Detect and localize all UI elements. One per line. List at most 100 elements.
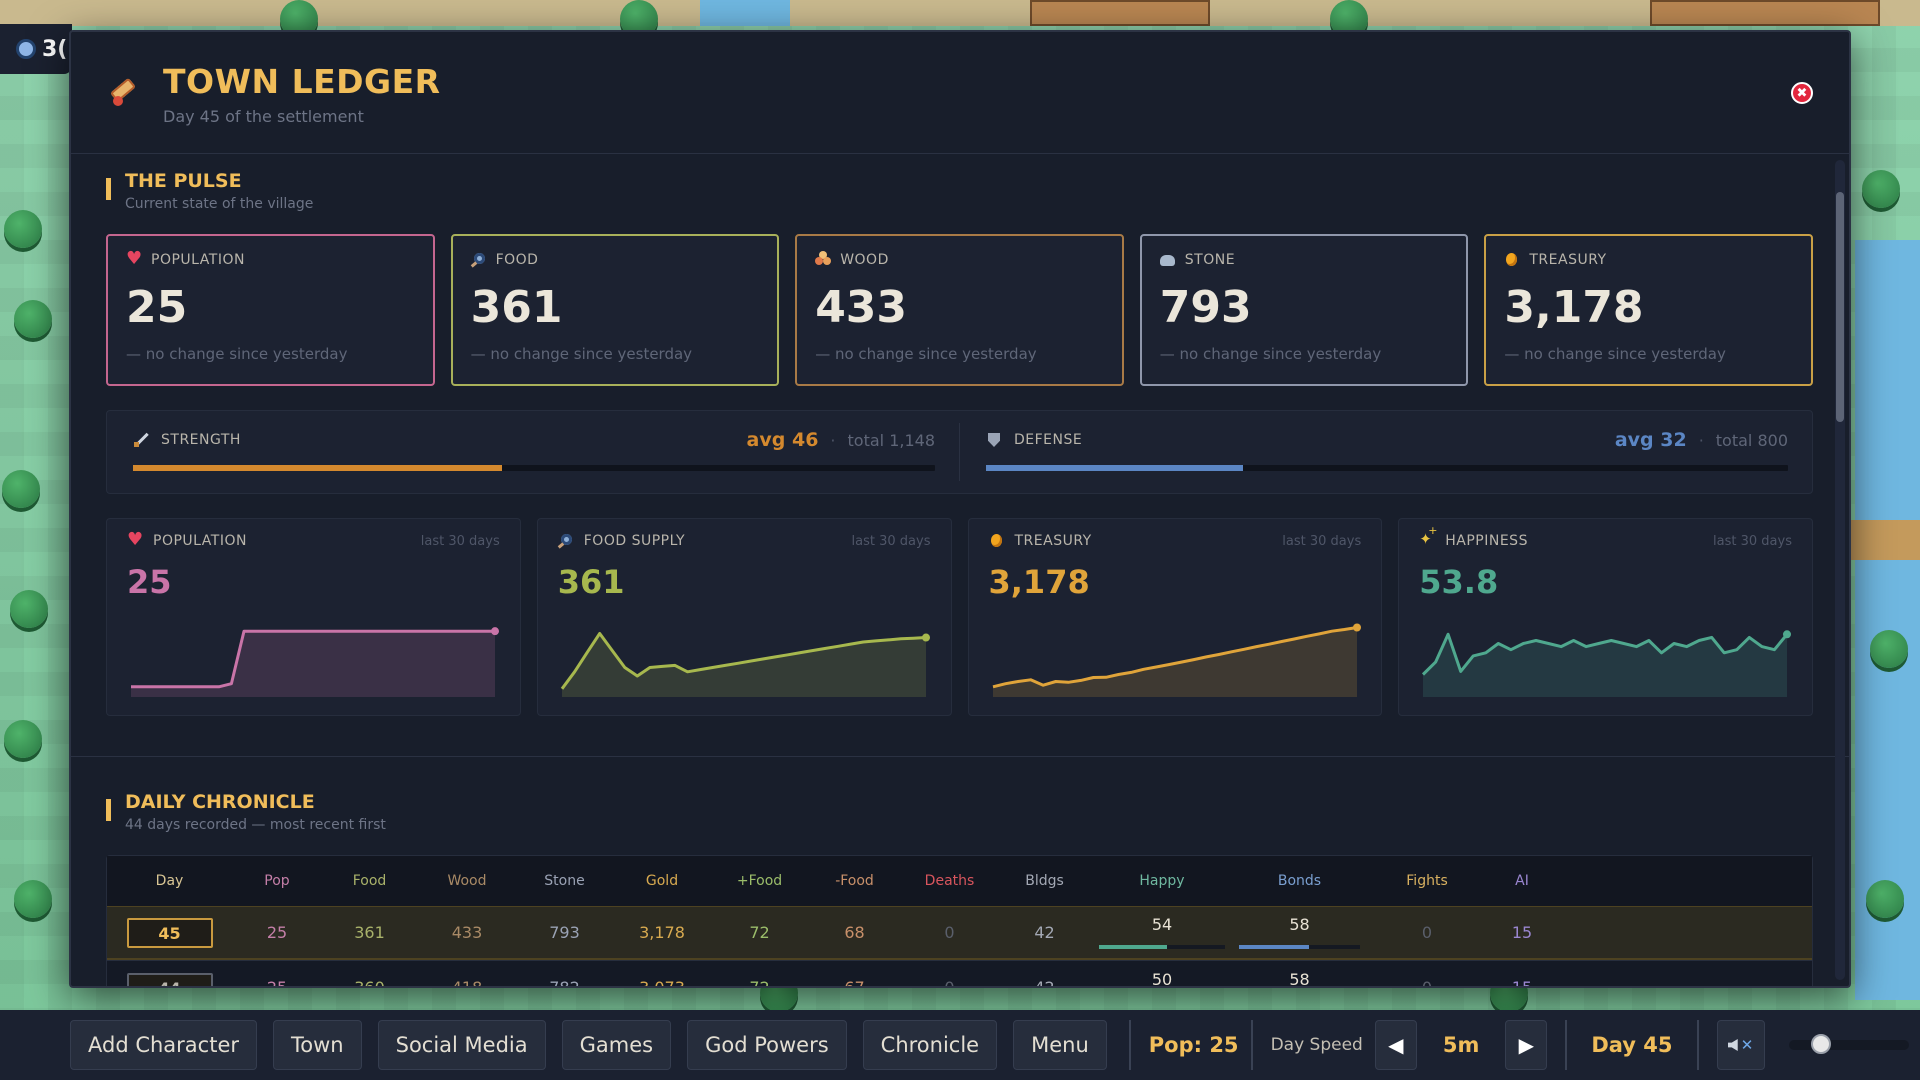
- ledger-title-block: TOWN LEDGER Day 45 of the settlement: [163, 62, 441, 126]
- sparkline-endpoint: [491, 627, 499, 636]
- heart-icon: [126, 248, 143, 269]
- day-speed-label: Day Speed: [1270, 1035, 1363, 1055]
- stat-change: — no change since yesterday: [1159, 345, 1382, 363]
- sparkline-line: [560, 632, 926, 690]
- stat-value: 361: [470, 282, 563, 333]
- stone-icon: [1159, 252, 1176, 268]
- pulse-header: THE PULSE Current state of the village: [106, 170, 1813, 212]
- mute-button[interactable]: ✕: [1716, 1020, 1765, 1070]
- column-header-ai[interactable]: AI: [1515, 873, 1529, 889]
- bonds-value: 58: [1289, 969, 1310, 988]
- defense-bar-track: [986, 465, 1788, 471]
- volume-slider[interactable]: [1788, 1034, 1909, 1054]
- hud-status-corner[interactable]: 3(: [0, 24, 72, 74]
- arrow-right-icon: ▶: [1518, 1033, 1535, 1057]
- table-row[interactable]: 45 25 361 433 793 3,178 72 68 0 42 54 58 0 15: [107, 906, 1812, 960]
- social-media-button[interactable]: Social Media: [377, 1020, 546, 1070]
- toolbar-divider: [1128, 1020, 1131, 1070]
- cell-gold: 3,073: [639, 978, 685, 988]
- stat-card-label-row: STONE: [1159, 252, 1449, 268]
- column-header-gold[interactable]: Gold: [645, 873, 679, 889]
- map-building-roof: [1650, 0, 1880, 26]
- pulse-title: THE PULSE: [125, 170, 242, 192]
- close-button[interactable]: ✖: [1791, 82, 1813, 104]
- cell-deaths: 0: [944, 923, 955, 942]
- speed-decrease-button[interactable]: ◀: [1374, 1020, 1417, 1070]
- speed-increase-button[interactable]: ▶: [1505, 1020, 1548, 1070]
- sparkline-endpoint: [1783, 630, 1792, 639]
- shield-icon: [986, 432, 1002, 448]
- stat-cards: POPULATION 25 — no change since yesterda…: [106, 234, 1813, 386]
- column-header-bldg[interactable]: Bldgs: [1025, 873, 1064, 889]
- map-tree: [14, 300, 52, 338]
- stat-card-label-row: FOOD: [471, 252, 760, 268]
- food-icon: [471, 252, 487, 268]
- column-header-happy[interactable]: Happy: [1139, 873, 1185, 889]
- stat-value: 793: [1159, 282, 1252, 333]
- cell-wood: 433: [451, 923, 483, 942]
- bottom-toolbar: Add Character Town Social Media Games Go…: [0, 1010, 1920, 1080]
- sparkline: [560, 632, 930, 697]
- town-button[interactable]: Town: [273, 1020, 362, 1070]
- god-powers-button[interactable]: God Powers: [687, 1020, 847, 1070]
- trend-card-treasury: TREASURY last 30 days 3,178: [967, 518, 1383, 716]
- happy-meter-fill: [1099, 944, 1168, 949]
- cell-happy: 50: [1092, 968, 1232, 987]
- cell-deaths: 0: [944, 978, 955, 988]
- column-header-bonds[interactable]: Bonds: [1277, 873, 1322, 889]
- chronicle-button[interactable]: Chronicle: [862, 1020, 998, 1070]
- cell-bldg: 42: [1034, 923, 1055, 942]
- column-header-pop[interactable]: Pop: [264, 873, 290, 889]
- cell-fights: 0: [1421, 923, 1433, 942]
- stat-card-stone: STONE 793 — no change since yesterday: [1139, 234, 1469, 386]
- sparkline-line: [131, 629, 495, 689]
- sparkle-icon: [1419, 524, 1438, 549]
- ledger-header: TOWN LEDGER Day 45 of the settlement ✖: [71, 32, 1849, 154]
- scroll-icon: [107, 76, 141, 110]
- ledger-title: TOWN LEDGER: [163, 62, 441, 101]
- table-row[interactable]: 44 25 360 418 782 3,073 72 67 0 42 50 58 0 15: [107, 960, 1812, 988]
- day-speed-value: 5m: [1442, 1033, 1480, 1057]
- trend-period: last 30 days: [1282, 533, 1362, 549]
- volume-slider-knob[interactable]: [1810, 1034, 1831, 1054]
- cell-pop: 25: [266, 923, 288, 942]
- games-button[interactable]: Games: [561, 1020, 672, 1070]
- cell-happy: 54: [1092, 913, 1232, 953]
- cell-bonds: 58: [1232, 913, 1367, 953]
- trend-period: last 30 days: [420, 533, 500, 549]
- column-header-deaths[interactable]: Deaths: [924, 873, 975, 889]
- chronicle-table: Day Pop Food Wood Stone Gold +Food -Food Deaths B…: [106, 855, 1813, 988]
- cell-food: 360: [354, 978, 385, 988]
- map-tree: [1866, 880, 1904, 918]
- menu-button[interactable]: Menu: [1013, 1020, 1107, 1070]
- map-tree: [10, 590, 48, 628]
- stat-change: — no change since yesterday: [470, 345, 693, 363]
- ledger-scrollbar[interactable]: [1835, 160, 1845, 980]
- sparkline-area: [561, 633, 926, 697]
- trend-cards: POPULATION last 30 days 25 FOOD SUPPLY las…: [106, 518, 1813, 716]
- column-header-pf[interactable]: +Food: [736, 873, 783, 889]
- cell-bldg: 42: [1034, 978, 1055, 988]
- column-header-stone[interactable]: Stone: [544, 873, 585, 889]
- add-character-button[interactable]: Add Character: [70, 1020, 258, 1070]
- day-counter: Day 45: [1591, 1033, 1673, 1057]
- scrollbar-thumb[interactable]: [1836, 192, 1844, 422]
- town-ledger-modal: TOWN LEDGER Day 45 of the settlement ✖ T…: [69, 30, 1851, 988]
- cell-ai: 15: [1511, 978, 1533, 988]
- pulse-subtitle: Current state of the village: [125, 196, 314, 212]
- column-header-wood[interactable]: Wood: [447, 873, 487, 889]
- strength-bar-track: [133, 465, 935, 471]
- trend-label: HAPPINESS: [1445, 533, 1528, 549]
- column-header-day[interactable]: Day: [155, 873, 184, 889]
- sparkline-area: [131, 631, 495, 697]
- column-header-fights[interactable]: Fights: [1406, 873, 1448, 889]
- cell-gold: 3,178: [639, 923, 685, 942]
- strength-label: STRENGTH: [161, 432, 241, 448]
- sparkline-line: [992, 626, 1357, 689]
- column-header-food[interactable]: Food: [352, 873, 387, 889]
- column-header-mf[interactable]: -Food: [835, 873, 874, 889]
- heart-icon: [127, 529, 144, 550]
- cell-bonds: 58: [1232, 968, 1367, 988]
- map-water: [700, 0, 790, 26]
- speaker-icon: [1727, 1039, 1738, 1051]
